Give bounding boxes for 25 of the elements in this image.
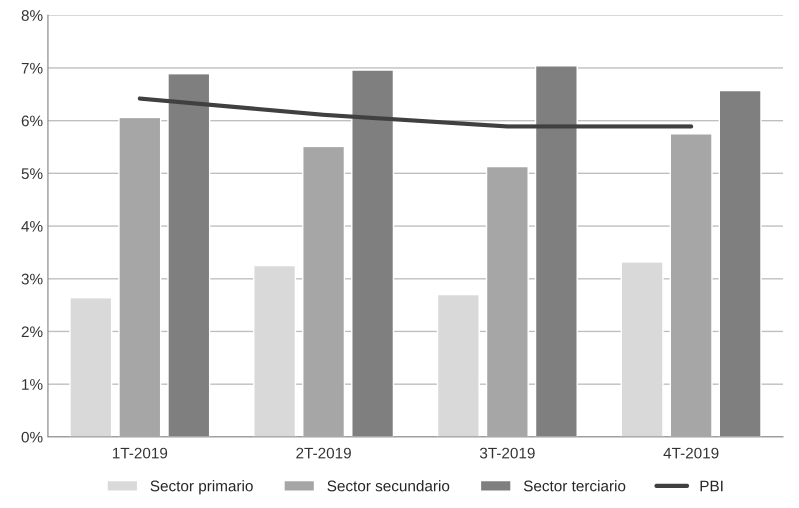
bar bbox=[620, 261, 664, 437]
y-tick-label: 2% bbox=[22, 326, 43, 338]
bar bbox=[118, 116, 162, 437]
x-tick-label: 3T-2019 bbox=[480, 448, 535, 459]
y-tick-label: 4% bbox=[21, 220, 43, 232]
bar bbox=[253, 264, 296, 437]
bar bbox=[436, 294, 480, 437]
y-tick-label: 5% bbox=[22, 168, 43, 180]
bar bbox=[302, 146, 346, 437]
y-tick-label: 1% bbox=[22, 379, 43, 390]
bar bbox=[486, 166, 529, 437]
legend-label: Sector terciario bbox=[524, 480, 626, 492]
legend-label: PBI bbox=[700, 480, 722, 492]
x-tick-label: 1T-2019 bbox=[112, 448, 168, 459]
y-tick-label: 7% bbox=[22, 62, 43, 74]
y-tick-label: 8% bbox=[22, 10, 43, 21]
legend-label: Sector primario bbox=[150, 480, 253, 494]
bar bbox=[69, 297, 112, 437]
y-tick-label: 6% bbox=[22, 116, 43, 126]
y-tick-label: 3% bbox=[22, 274, 43, 284]
x-tick-label: 2T-2019 bbox=[296, 448, 351, 459]
y-tick-label: 0% bbox=[22, 432, 43, 443]
bar bbox=[670, 133, 713, 437]
x-tick-label: 4T-2019 bbox=[663, 448, 718, 459]
legend-label: Sector secundario bbox=[327, 480, 450, 492]
